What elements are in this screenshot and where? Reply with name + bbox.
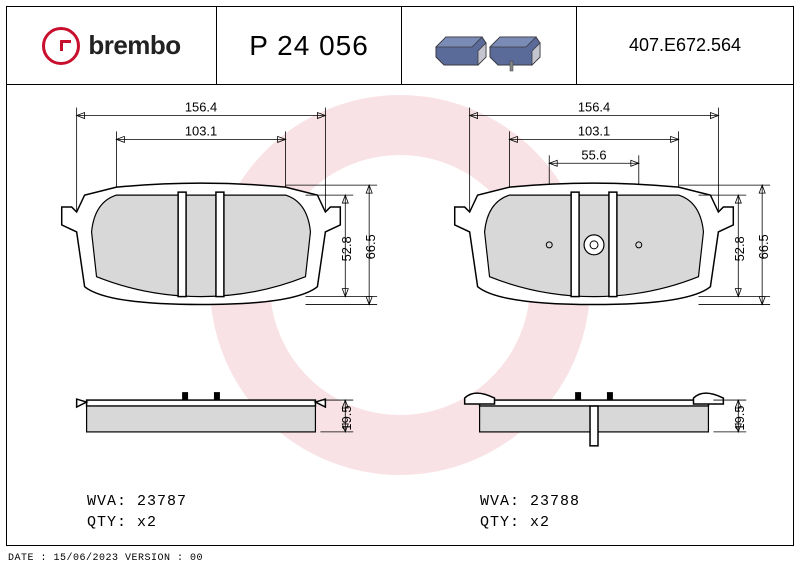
brembo-logo: brembo bbox=[42, 27, 180, 65]
dim-thickness: 19.5 bbox=[732, 405, 747, 430]
right-pad-column: 156.4 103.1 55.6 bbox=[400, 85, 793, 545]
dim-width-overall: 156.4 bbox=[578, 100, 610, 115]
drawing-body: 156.4 103.1 bbox=[7, 85, 793, 545]
dim-width-pin: 55.6 bbox=[581, 147, 606, 162]
qty-label: QTY: bbox=[480, 514, 520, 531]
left-wva-value: 23787 bbox=[137, 493, 187, 510]
reference-number: 407.E672.564 bbox=[577, 7, 793, 84]
left-info-block: WVA: 23787 QTY: x2 bbox=[87, 491, 187, 533]
dim-height-inner: 52.8 bbox=[339, 236, 354, 261]
right-pad-side-outline bbox=[465, 392, 724, 446]
dim-width-inner: 103.1 bbox=[185, 123, 217, 138]
dim-height-overall: 66.5 bbox=[756, 234, 771, 259]
right-pad-outline bbox=[455, 183, 734, 304]
wva-label: WVA: bbox=[480, 493, 520, 510]
left-pad-column: 156.4 103.1 bbox=[7, 85, 400, 545]
right-wva-value: 23788 bbox=[530, 493, 580, 510]
left-pad-outline bbox=[62, 183, 341, 304]
footer-date-version: DATE : 15/06/2023 VERSION : 00 bbox=[8, 553, 203, 564]
right-pad-face-view: 156.4 103.1 55.6 bbox=[400, 97, 793, 337]
wva-label: WVA: bbox=[87, 493, 127, 510]
right-qty-value: x2 bbox=[530, 514, 550, 531]
dim-height-inner: 52.8 bbox=[732, 236, 747, 261]
brand-name: brembo bbox=[88, 30, 180, 61]
dim-width-inner: 103.1 bbox=[578, 123, 610, 138]
dim-thickness: 19.5 bbox=[339, 405, 354, 430]
title-block: brembo P 24 056 407.E672.564 bbox=[7, 7, 793, 85]
part-number: P 24 056 bbox=[217, 7, 402, 84]
dim-width-overall: 156.4 bbox=[185, 100, 217, 115]
dim-height-overall: 66.5 bbox=[363, 234, 378, 259]
left-qty-value: x2 bbox=[137, 514, 157, 531]
logo-disc-icon bbox=[42, 27, 80, 65]
left-pad-side-view: 19.5 bbox=[7, 370, 400, 460]
drawing-frame: brembo P 24 056 407.E672.564 bbox=[6, 6, 794, 546]
right-pad-side-view: 19.5 bbox=[400, 370, 793, 460]
qty-label: QTY: bbox=[87, 514, 127, 531]
logo-cell: brembo bbox=[7, 7, 217, 84]
render-cell bbox=[402, 7, 577, 84]
pad-3d-render-icon bbox=[424, 17, 554, 75]
left-pad-side-outline bbox=[77, 392, 326, 432]
right-info-block: WVA: 23788 QTY: x2 bbox=[480, 491, 580, 533]
left-pad-face-view: 156.4 103.1 bbox=[7, 97, 400, 337]
